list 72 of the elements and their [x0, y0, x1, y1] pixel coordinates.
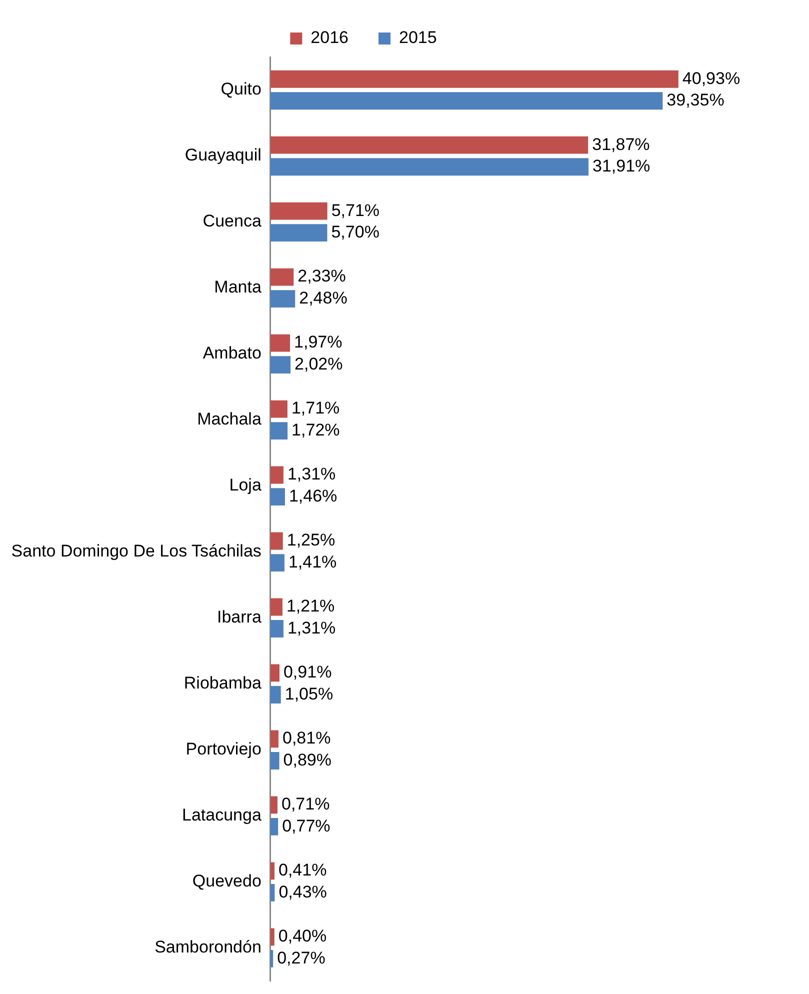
bar: [270, 664, 280, 682]
data-label: 0,77%: [282, 816, 330, 836]
data-label: 1,71%: [291, 398, 340, 418]
data-label: 0,43%: [278, 882, 327, 902]
bar: [270, 862, 274, 880]
data-label: 1,46%: [288, 486, 338, 506]
data-label: 1,97%: [294, 332, 342, 352]
bar: [270, 620, 284, 638]
data-label: 2,02%: [294, 354, 343, 374]
bar: [270, 356, 291, 374]
bar: [270, 334, 290, 352]
bar: [270, 928, 274, 946]
data-label: 1,72%: [292, 420, 340, 440]
y-tick-label: Quevedo: [192, 872, 262, 891]
bar: [270, 752, 280, 770]
data-label: 1,21%: [286, 596, 335, 616]
y-tick-label: Latacunga: [182, 806, 262, 825]
bar: [270, 884, 275, 902]
data-label: 1,25%: [286, 530, 336, 550]
y-tick-label: Portoviejo: [186, 740, 262, 759]
bar: [270, 70, 678, 88]
data-label: 0,40%: [278, 926, 327, 946]
data-label: 1,31%: [287, 618, 336, 638]
data-label: 0,91%: [283, 662, 332, 682]
data-label: 5,70%: [331, 222, 380, 242]
legend-label: 2015: [399, 28, 437, 48]
bar: [270, 224, 328, 242]
data-label: 39,35%: [666, 90, 724, 110]
y-tick-label: Santo Domingo De Los Tsáchilas: [11, 542, 262, 561]
data-label: 1,31%: [287, 464, 336, 484]
y-tick-label: Guayaquil: [184, 146, 262, 165]
bar: [270, 92, 663, 110]
bar: [270, 532, 283, 550]
bar: [270, 158, 589, 176]
data-label: 31,87%: [592, 134, 650, 154]
legend-label: 2016: [310, 28, 349, 48]
data-label: 0,71%: [281, 794, 330, 814]
data-label: 0,41%: [278, 860, 327, 880]
bar: [270, 268, 294, 286]
data-label: 2,33%: [298, 266, 346, 286]
data-label: 0,89%: [283, 750, 332, 770]
bar: [270, 686, 281, 704]
y-tick-label: Ibarra: [216, 608, 262, 627]
data-label: 40,93%: [682, 68, 740, 88]
data-label: 0,81%: [282, 728, 331, 748]
bar: [270, 950, 274, 968]
y-tick-label: Riobamba: [184, 674, 262, 693]
data-label: 1,05%: [284, 684, 334, 704]
bar: [270, 422, 288, 440]
data-label: 31,91%: [592, 156, 650, 176]
bar: [270, 554, 284, 572]
y-tick-label: Machala: [197, 410, 262, 429]
y-tick-label: Loja: [229, 476, 262, 495]
y-tick-label: Ambato: [202, 344, 262, 363]
bar: [270, 598, 282, 616]
bar: [270, 818, 278, 836]
bar: [270, 796, 278, 814]
bar: [270, 400, 288, 418]
data-label: 0,27%: [277, 948, 326, 968]
y-tick-label: Samborondón: [154, 937, 262, 956]
bar: [270, 730, 278, 748]
y-tick-label: Manta: [214, 278, 262, 297]
bar: [270, 488, 285, 506]
data-label: 1,41%: [288, 552, 337, 572]
y-tick-label: Quito: [220, 80, 262, 99]
bar: [270, 202, 328, 220]
bar: [270, 466, 284, 484]
data-label: 5,71%: [331, 200, 380, 220]
bar: [270, 290, 296, 308]
data-label: 2,48%: [299, 288, 348, 308]
y-tick-label: Cuenca: [202, 212, 262, 231]
bar: [270, 136, 588, 154]
